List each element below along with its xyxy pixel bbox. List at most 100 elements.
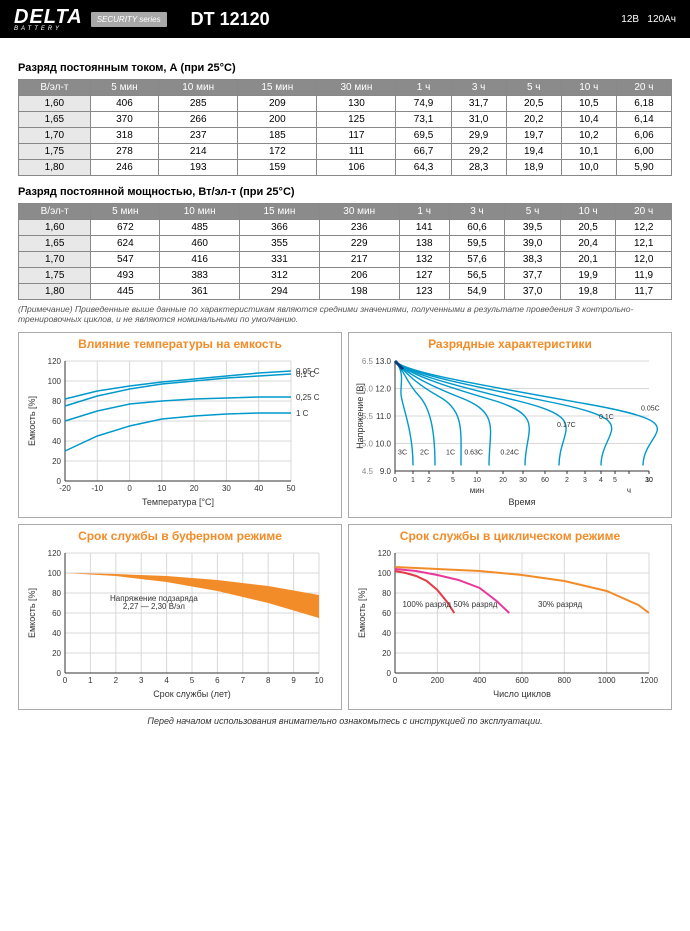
cell: 172 (238, 144, 317, 160)
cell: 60,6 (449, 220, 505, 236)
cell: 37,0 (505, 284, 561, 300)
table1-title: Разряд постоянным током, А (при 25°С) (18, 62, 672, 74)
col-header: 3 ч (451, 80, 506, 96)
svg-text:40: 40 (52, 629, 61, 638)
svg-text:7: 7 (241, 676, 246, 685)
col-header: 30 мин (317, 80, 396, 96)
svg-text:10: 10 (473, 477, 481, 484)
svg-text:3C: 3C (398, 450, 407, 457)
svg-text:0.05C: 0.05C (641, 406, 660, 413)
cell: 138 (399, 236, 449, 252)
cell: 12,1 (616, 236, 672, 252)
svg-text:5: 5 (613, 477, 617, 484)
col-header: 15 мин (240, 204, 320, 220)
cell: 29,9 (451, 128, 506, 144)
col-header: 10 ч (560, 204, 616, 220)
logo-block: DELTA BATTERY (14, 6, 83, 32)
table-row: 1,6067248536623614160,639,520,512,2 (19, 220, 672, 236)
svg-text:4.5: 4.5 (362, 467, 374, 476)
cell: 20,5 (560, 220, 616, 236)
table-power: В/эл-т5 мин10 мин15 мин30 мин1 ч3 ч5 ч10… (18, 203, 672, 300)
cell: 672 (91, 220, 160, 236)
cell: 1,60 (19, 220, 91, 236)
svg-text:1000: 1000 (598, 676, 616, 685)
table-row: 1,6562446035522913859,539,020,412,1 (19, 236, 672, 252)
svg-text:1: 1 (88, 676, 93, 685)
cell: 20,2 (506, 112, 561, 128)
svg-text:20: 20 (190, 484, 199, 493)
cell: 10,4 (561, 112, 616, 128)
cell: 6,06 (616, 128, 671, 144)
cell: 31,7 (451, 96, 506, 112)
cell: 1,80 (19, 284, 91, 300)
cell: 18,9 (506, 160, 561, 176)
header-specs: 12В 120Ач (621, 14, 676, 25)
cell: 1,70 (19, 252, 91, 268)
svg-text:20: 20 (52, 649, 61, 658)
table-row: 1,8024619315910664,328,318,910,05,90 (19, 160, 672, 176)
cell: 383 (160, 268, 240, 284)
svg-text:100: 100 (378, 569, 392, 578)
cell: 11,9 (616, 268, 672, 284)
cell: 485 (160, 220, 240, 236)
cell: 132 (399, 252, 449, 268)
cell: 39,0 (505, 236, 561, 252)
svg-text:80: 80 (382, 589, 391, 598)
svg-text:80: 80 (52, 589, 61, 598)
cell: 127 (399, 268, 449, 284)
table-current: В/эл-т5 мин10 мин15 мин30 мин1 ч3 ч5 ч10… (18, 79, 672, 176)
col-header: 5 ч (505, 204, 561, 220)
cell: 355 (240, 236, 320, 252)
cell: 20,5 (506, 96, 561, 112)
svg-text:12.0: 12.0 (375, 385, 391, 394)
svg-text:60: 60 (382, 609, 391, 618)
cell: 493 (91, 268, 160, 284)
chart3-title: Срок службы в буферном режиме (23, 529, 337, 543)
svg-text:120: 120 (48, 549, 62, 558)
col-header: 10 ч (561, 80, 616, 96)
svg-text:6: 6 (215, 676, 220, 685)
cell: 318 (90, 128, 158, 144)
chart2-svg: 9.010.011.012.013.04.55.05.56.06.5012510… (353, 353, 663, 513)
svg-text:9.0: 9.0 (380, 467, 392, 476)
chart4-svg: 020406080100120020040060080010001200100%… (353, 545, 663, 705)
svg-text:60: 60 (541, 477, 549, 484)
svg-text:30: 30 (645, 477, 653, 484)
svg-text:1C: 1C (446, 450, 455, 457)
cell: 19,4 (506, 144, 561, 160)
chart2-title: Разрядные характеристики (353, 337, 667, 351)
col-header: 30 мин (319, 204, 399, 220)
cell: 11,7 (616, 284, 672, 300)
cell: 159 (238, 160, 317, 176)
main-content: Разряд постоянным током, А (при 25°С) В/… (0, 38, 690, 734)
col-header: 10 мин (159, 80, 238, 96)
svg-text:120: 120 (378, 549, 392, 558)
cell: 285 (159, 96, 238, 112)
chart-cycle-life: Срок службы в циклическом режиме 0204060… (348, 524, 672, 710)
cell: 10,2 (561, 128, 616, 144)
svg-text:11.0: 11.0 (376, 412, 392, 421)
cell: 10,1 (561, 144, 616, 160)
cell: 19,9 (560, 268, 616, 284)
cell: 217 (319, 252, 399, 268)
svg-text:0.63C: 0.63C (464, 450, 483, 457)
col-header: 1 ч (396, 80, 451, 96)
table-row: 1,8044536129419812354,937,019,811,7 (19, 284, 672, 300)
svg-text:200: 200 (431, 676, 445, 685)
cell: 123 (399, 284, 449, 300)
svg-text:Время: Время (508, 497, 535, 507)
table-row: 1,7031823718511769,529,919,710,26,06 (19, 128, 672, 144)
svg-text:Емкость [%]: Емкость [%] (357, 588, 367, 638)
svg-text:0: 0 (127, 484, 132, 493)
cell: 193 (159, 160, 238, 176)
svg-text:30: 30 (519, 477, 527, 484)
svg-text:0: 0 (393, 676, 398, 685)
cell: 1,75 (19, 144, 91, 160)
col-header: 1 ч (399, 204, 449, 220)
svg-text:Температура [°С]: Температура [°С] (142, 497, 214, 507)
cell: 6,14 (616, 112, 671, 128)
chart3-svg: 020406080100120012345678910Напряжение по… (23, 545, 333, 705)
header-bar: DELTA BATTERY SECURITY series DT 12120 1… (0, 0, 690, 38)
chart-temperature: Влияние температуры на емкость 020406080… (18, 332, 342, 518)
svg-text:0: 0 (63, 676, 68, 685)
